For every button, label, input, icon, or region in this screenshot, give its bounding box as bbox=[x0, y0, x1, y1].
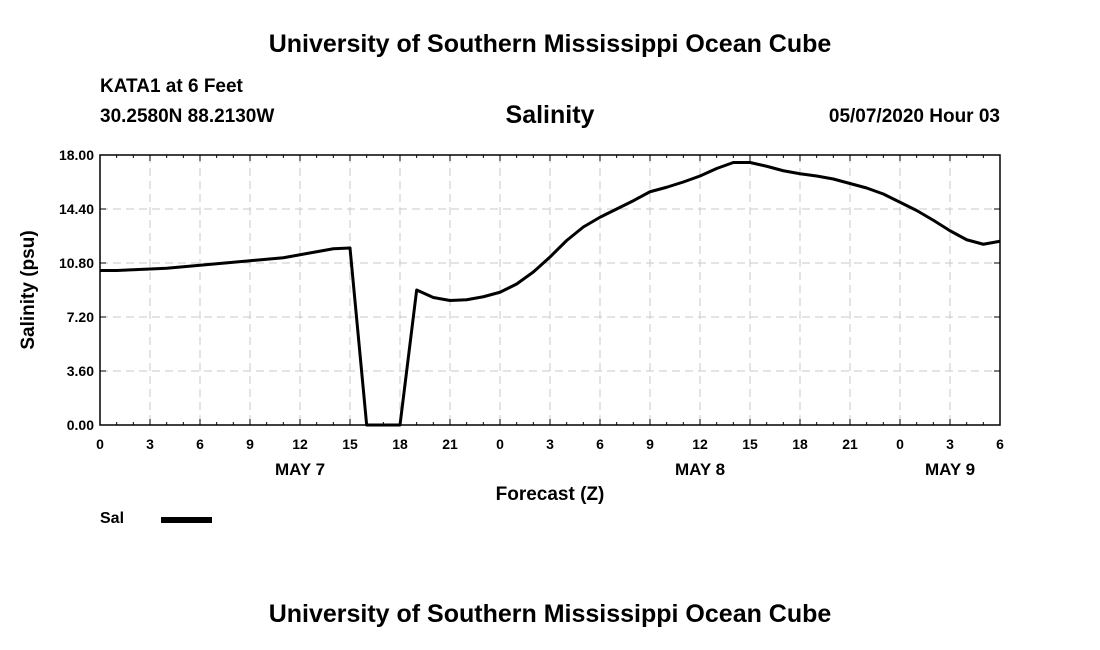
x-tick-label: 6 bbox=[596, 436, 604, 452]
x-tick-label: 18 bbox=[392, 436, 408, 452]
x-tick-label: 0 bbox=[96, 436, 104, 452]
y-axis-title: Salinity (psu) bbox=[18, 230, 39, 349]
x-tick-label: 12 bbox=[692, 436, 708, 452]
footer-title: University of Southern Mississippi Ocean… bbox=[268, 600, 832, 628]
y-tick-label: 10.80 bbox=[59, 255, 94, 271]
y-tick-label: 7.20 bbox=[67, 309, 94, 325]
x-tick-label: 3 bbox=[546, 436, 554, 452]
y-tick-label: 0.00 bbox=[67, 417, 94, 433]
station-label: KATA1 at 6 Feet bbox=[100, 76, 243, 97]
y-tick-label: 14.40 bbox=[59, 201, 94, 217]
series-line-sal bbox=[100, 161, 1001, 427]
legend-label: Sal bbox=[100, 510, 125, 527]
station-coordinates: 30.2580N 88.2130W bbox=[100, 106, 275, 127]
plot-frame bbox=[99, 154, 1001, 426]
x-tick-label: 21 bbox=[442, 436, 458, 452]
x-tick-label: 21 bbox=[842, 436, 858, 452]
y-tick-label: 3.60 bbox=[67, 363, 94, 379]
x-tick-label: 6 bbox=[996, 436, 1004, 452]
x-tick-label: 0 bbox=[496, 436, 504, 452]
x-tick-label: 3 bbox=[946, 436, 954, 452]
day-label: MAY 7 bbox=[275, 460, 325, 479]
page-title: University of Southern Mississippi Ocean… bbox=[268, 30, 832, 58]
x-tick-label: 9 bbox=[646, 436, 654, 452]
x-tick-label: 0 bbox=[896, 436, 904, 452]
x-tick-label: 6 bbox=[196, 436, 204, 452]
x-tick-label: 3 bbox=[146, 436, 154, 452]
chart-title: Salinity bbox=[505, 101, 595, 129]
x-axis-title: Forecast (Z) bbox=[496, 484, 605, 505]
issued-datetime: 05/07/2020 Hour 03 bbox=[828, 106, 1000, 127]
x-tick-label: 18 bbox=[792, 436, 808, 452]
y-tick-label: 18.00 bbox=[59, 147, 94, 163]
x-tick-label: 9 bbox=[246, 436, 254, 452]
x-tick-label: 12 bbox=[292, 436, 308, 452]
x-tick-label: 15 bbox=[742, 436, 758, 452]
day-label: MAY 8 bbox=[675, 460, 725, 479]
legend-swatch bbox=[161, 517, 212, 523]
day-label: MAY 9 bbox=[925, 460, 975, 479]
x-tick-label: 15 bbox=[342, 436, 358, 452]
